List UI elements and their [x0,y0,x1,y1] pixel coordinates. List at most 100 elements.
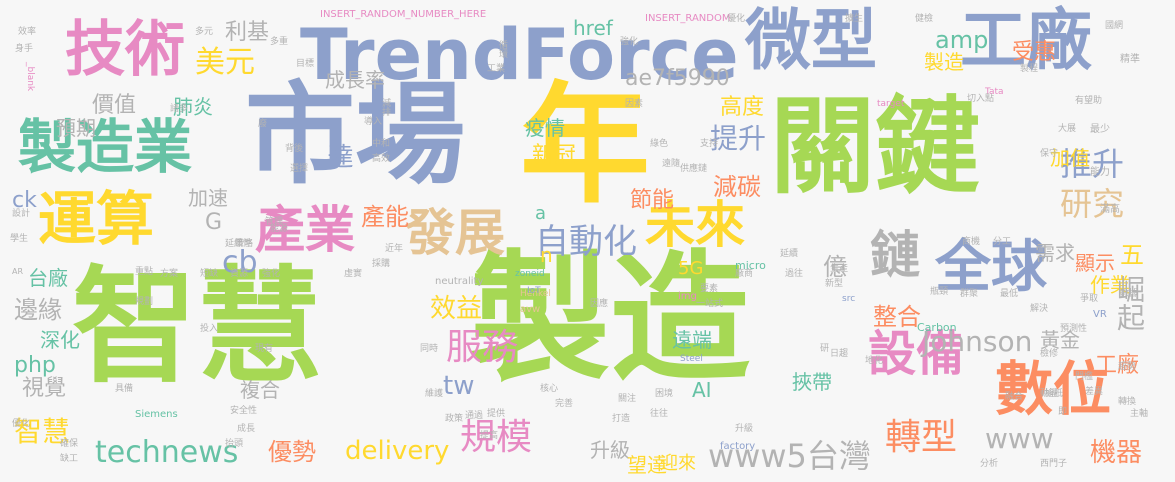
cloud-word: Carbon [917,321,957,334]
cloud-word: VR [1093,309,1107,320]
cloud-word: 提升 [710,122,767,155]
cloud-word: 抬頭 [225,439,244,449]
cloud-word: 爭取 [1080,294,1099,304]
cloud-word: 運算 [38,185,155,253]
cloud-word: 挾帶 [792,370,832,394]
cloud-word: 服務 [446,327,519,368]
cloud-word: 工廠 [1095,353,1140,378]
cloud-word: 預測性 [1060,324,1088,334]
cloud-word: Steel [680,354,703,364]
cloud-word: 價值 [92,93,137,118]
cloud-word: 分工 [993,237,1012,247]
cloud-word: 需求 [1035,241,1075,265]
cloud-word: 節能 [630,188,675,213]
cloud-word: 製造業 [18,113,193,181]
cloud-word: 過往 [785,269,804,279]
cloud-word: 規模 [460,417,533,458]
cloud-word: 望達 [627,453,667,477]
cloud-word: 減碳 [713,173,761,201]
cloud-word: 設計 [12,209,31,219]
cloud-word: INSERT_RANDOM [645,13,731,24]
cloud-word: 智慧 [72,255,322,400]
cloud-word: Henkel [520,289,551,299]
cloud-word: technews [95,435,239,470]
cloud-word: php [14,353,56,378]
cloud-word: 疫情 [525,116,565,140]
cloud-word: 融合 [1005,392,1024,402]
cloud-word: 核心 [540,384,559,394]
cloud-word: 有望助 [1075,96,1103,106]
cloud-word: 一站式 [696,299,724,309]
cloud-word: 發展 [405,204,505,262]
cloud-word: 檢修 [1040,349,1059,359]
cloud-word: 全球 [935,235,1047,300]
cloud-word: 管理 [265,217,284,227]
cloud-word: 群聚 [960,289,979,299]
cloud-word: delivery [345,436,450,466]
cloud-word: 搶抵 [1045,389,1064,399]
cloud-word: 因素 [625,99,644,109]
cloud-word: n [540,243,553,267]
cloud-word: 往往 [650,409,669,419]
cloud-word: 利基 [225,20,270,45]
cloud-word: 維護 [425,389,444,399]
cloud-word: 邊緣 [14,296,62,324]
cloud-word: a [535,203,547,224]
cloud-word: 達 [323,143,353,169]
cloud-word: AI [692,378,712,402]
cloud-word: 具備 [115,384,134,394]
cloud-word: 方案 [160,269,179,279]
cloud-word: 延續性 [225,239,253,249]
cloud-word: avw [520,304,541,315]
cloud-word: 微型 [745,2,877,79]
cloud-word: 切入點 [967,94,995,104]
cloud-word: 要素 [700,284,719,294]
cloud-word: 動盪 [1040,389,1059,399]
cloud-word: 強化 [262,269,281,279]
cloud-word: 肺炎 [173,95,213,119]
cloud-word: 目標 [296,59,315,69]
cloud-word: 虛實 [344,269,363,279]
cloud-word: 成長 [237,424,256,434]
cloud-word: 綠色 [650,139,669,149]
cloud-word: AR [12,267,24,276]
cloud-word: 效率 [18,27,37,37]
cloud-word: 完善 [555,399,574,409]
cloud-word: 美元 [195,45,255,80]
cloud-word: 強化 [620,37,639,47]
cloud-word: 成長率 [325,68,385,92]
cloud-word: 身手 [15,44,34,54]
cloud-word: 精準 [1120,54,1140,65]
cloud-word: 製程 [1020,64,1039,74]
cloud-word: factory [720,441,756,452]
cloud-word: 轉型 [885,417,958,458]
cloud-word: 市場 [245,71,465,199]
cloud-word: cb [222,245,258,280]
cloud-word: 新型 [825,279,844,289]
cloud-word: 視覺 [22,376,67,401]
cloud-word: 國網 [1105,21,1124,31]
cloud-word: INSERT_RANDOM_NUMBER_HERE [320,9,487,20]
cloud-word: 滿高 [1100,204,1120,215]
cloud-word: 健檢 [915,14,934,24]
cloud-word: 台廠 [28,266,68,290]
cloud-word: 通過 [465,411,484,421]
cloud-word: ae7f5990 [625,66,730,91]
cloud-word: 確保 [60,439,79,449]
cloud-word: micro [735,259,766,272]
cloud-word: 億 [823,253,847,281]
cloud-word: 大展 [1058,124,1077,134]
cloud-word: 供應鏈 [680,164,708,174]
cloud-word: 多重 [270,37,289,47]
cloud-word: 關鍵 [770,86,981,208]
cloud-word: 五 [1120,241,1144,269]
cloud-word: 最低 [1000,289,1019,299]
cloud-word: 中和 [372,139,391,149]
cloud-word: _blank [25,62,35,92]
cloud-word: 受惠 [1012,40,1057,65]
cloud-word: 學生 [10,234,29,244]
cloud-word: 同時 [420,344,439,354]
cloud-word: 迎來 [660,453,696,474]
cloud-word: 減排 [380,98,390,116]
cloud-word: src [842,294,856,304]
